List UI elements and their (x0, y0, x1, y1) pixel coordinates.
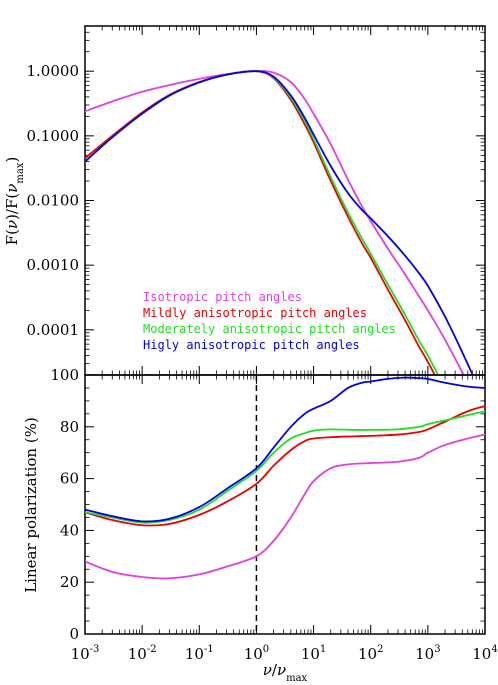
legend-entry: Isotropic pitch angles (143, 290, 302, 304)
x-tick-label: 10-2 (128, 644, 157, 663)
bottom-series-line (85, 405, 485, 527)
top-y-axis-title: F(ν)/F(νmax) (3, 157, 26, 246)
bottom-y-tick-label: 40 (60, 521, 79, 539)
bottom-y-tick-label: 80 (60, 418, 79, 436)
top-y-tick-label: 0.0001 (27, 321, 80, 339)
bottom-y-tick-label: 20 (60, 573, 79, 591)
legend: Isotropic pitch angles Mildly anisotropic… (143, 290, 396, 352)
top-y-tick-label: 1.0000 (27, 62, 80, 80)
top-panel-ticks: 0.0001 0.0010 0.0100 0.1000 1.0000 (27, 25, 486, 376)
bottom-panel: 10-3 10-2 10-1 100 101 102 103 104020406080100 … (22, 366, 498, 684)
x-tick-label: 101 (301, 644, 326, 663)
top-series-line (85, 70, 440, 375)
legend-entry: Higly anisotropic pitch angles (143, 338, 360, 352)
top-panel: 0.0001 0.0010 0.0100 0.1000 1.0000 F(ν)/F(νm… (3, 25, 486, 376)
bottom-panel-frame (84, 374, 486, 635)
x-tick-label: 10-1 (185, 644, 214, 663)
top-series-line (85, 70, 465, 375)
bottom-y-tick-label: 0 (69, 625, 79, 643)
legend-entry: Mildly anisotropic pitch angles (143, 306, 367, 320)
bottom-series-line (85, 410, 485, 524)
bottom-y-tick-label: 100 (50, 366, 79, 384)
bottom-y-tick-label: 60 (60, 470, 79, 488)
x-tick-label: 104 (472, 644, 497, 663)
top-series-line (85, 70, 436, 375)
top-series-line (85, 70, 474, 375)
bottom-series-line (85, 376, 485, 523)
x-tick-label: 100 (244, 644, 269, 663)
bottom-y-axis-title: Linear polarization (%) (22, 417, 40, 593)
bottom-panel-ticks: 10-3 10-2 10-1 100 101 102 103 104 0 20 40 60 80 100 (50, 366, 497, 663)
x-tick-label: 10-3 (71, 644, 100, 663)
x-tick-label: 103 (415, 644, 440, 663)
top-panel-curves (85, 70, 474, 375)
bottom-series-line (85, 433, 485, 580)
top-y-tick-label: 0.0100 (27, 192, 80, 210)
x-tick-label: 102 (358, 644, 383, 663)
top-y-tick-label: 0.0010 (27, 256, 80, 274)
legend-entry: Moderately anisotropic pitch angles (143, 322, 396, 336)
top-y-tick-label: 0.1000 (27, 127, 80, 145)
x-axis-title: ν/νmax (263, 661, 308, 684)
bottom-panel-curves (85, 376, 485, 580)
